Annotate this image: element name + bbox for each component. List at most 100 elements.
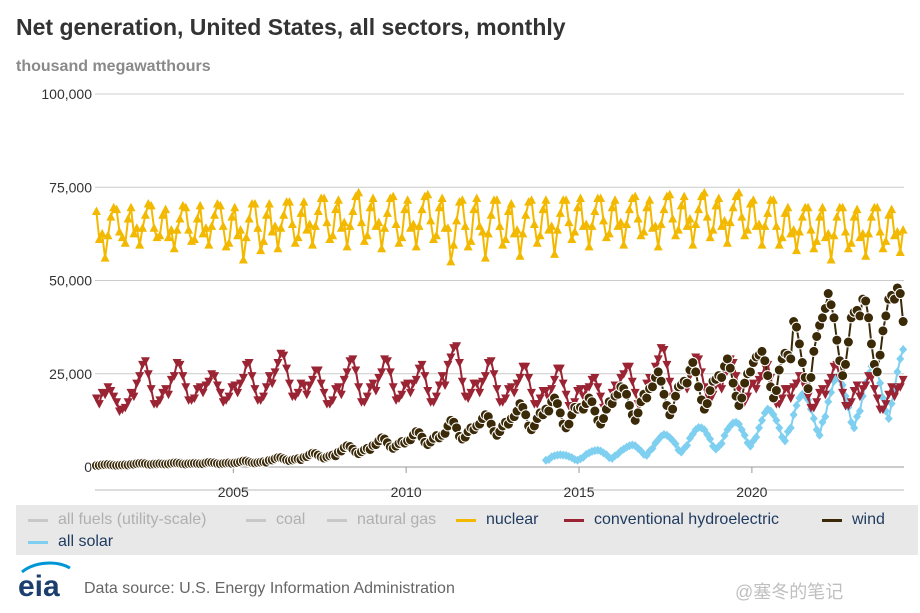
data-point-hydro[interactable] xyxy=(731,372,741,381)
data-point-wind[interactable] xyxy=(658,388,670,400)
data-point-hydro[interactable] xyxy=(792,379,802,389)
data-point-nuclear[interactable] xyxy=(241,232,251,242)
data-point-nuclear[interactable] xyxy=(431,230,441,240)
data-point-nuclear[interactable] xyxy=(374,217,384,227)
data-point-hydro[interactable] xyxy=(489,370,499,379)
data-point-nuclear[interactable] xyxy=(575,193,585,202)
data-point-solar[interactable] xyxy=(781,436,790,446)
data-point-wind[interactable] xyxy=(874,349,886,361)
data-point-hydro[interactable] xyxy=(838,388,848,398)
data-point-nuclear[interactable] xyxy=(284,197,294,206)
data-point-nuclear[interactable] xyxy=(817,202,827,212)
data-point-nuclear[interactable] xyxy=(210,210,220,219)
data-point-nuclear[interactable] xyxy=(296,208,306,217)
data-point-hydro[interactable] xyxy=(112,398,122,407)
data-point-nuclear[interactable] xyxy=(515,251,525,260)
data-point-nuclear[interactable] xyxy=(702,212,712,221)
data-point-wind[interactable] xyxy=(704,385,716,397)
data-point-nuclear[interactable] xyxy=(149,223,159,232)
data-point-hydro[interactable] xyxy=(515,373,525,383)
data-point-nuclear[interactable] xyxy=(708,225,718,234)
data-point-nuclear[interactable] xyxy=(604,228,614,238)
data-point-hydro[interactable] xyxy=(593,383,603,392)
data-point-nuclear[interactable] xyxy=(717,221,727,230)
data-point-nuclear[interactable] xyxy=(567,234,577,243)
data-point-hydro[interactable] xyxy=(650,362,660,372)
data-point-nuclear[interactable] xyxy=(535,230,545,240)
data-point-nuclear[interactable] xyxy=(714,193,724,202)
data-point-nuclear[interactable] xyxy=(688,240,698,249)
data-point-nuclear[interactable] xyxy=(368,193,378,202)
data-point-nuclear[interactable] xyxy=(394,238,404,247)
data-point-hydro[interactable] xyxy=(492,385,502,394)
data-point-solar[interactable] xyxy=(855,406,864,416)
data-point-nuclear[interactable] xyxy=(826,254,836,264)
data-point-wind[interactable] xyxy=(770,385,782,397)
data-point-nuclear[interactable] xyxy=(218,221,228,230)
data-point-hydro[interactable] xyxy=(751,385,761,394)
data-point-nuclear[interactable] xyxy=(584,241,594,251)
legend-item-hydro[interactable]: conventional hydroelectric xyxy=(564,511,779,529)
data-point-nuclear[interactable] xyxy=(388,191,398,201)
data-point-nuclear[interactable] xyxy=(587,221,597,230)
data-point-nuclear[interactable] xyxy=(103,230,113,240)
data-point-solar[interactable] xyxy=(899,345,908,355)
data-point-hydro[interactable] xyxy=(233,388,243,398)
data-point-hydro[interactable] xyxy=(558,379,568,389)
data-point-nuclear[interactable] xyxy=(838,202,848,212)
data-point-nuclear[interactable] xyxy=(671,230,681,240)
data-point-nuclear[interactable] xyxy=(792,245,802,255)
data-point-wind[interactable] xyxy=(759,355,771,367)
data-point-wind[interactable] xyxy=(837,370,849,382)
data-point-hydro[interactable] xyxy=(423,387,433,396)
data-point-nuclear[interactable] xyxy=(538,204,548,214)
data-point-wind[interactable] xyxy=(716,371,728,383)
data-point-nuclear[interactable] xyxy=(146,200,156,210)
data-point-hydro[interactable] xyxy=(803,392,813,402)
data-point-wind[interactable] xyxy=(796,357,808,369)
data-point-nuclear[interactable] xyxy=(94,234,104,243)
data-point-hydro[interactable] xyxy=(299,381,309,390)
data-point-hydro[interactable] xyxy=(247,372,257,381)
data-point-hydro[interactable] xyxy=(662,360,672,370)
data-point-nuclear[interactable] xyxy=(189,234,199,243)
data-point-wind[interactable] xyxy=(543,405,555,417)
data-point-nuclear[interactable] xyxy=(158,210,168,219)
data-point-nuclear[interactable] xyxy=(552,225,562,234)
legend-item-coal[interactable]: coal xyxy=(246,511,305,529)
data-point-nuclear[interactable] xyxy=(114,227,124,236)
data-point-hydro[interactable] xyxy=(371,387,381,396)
data-point-hydro[interactable] xyxy=(212,381,222,390)
data-point-hydro[interactable] xyxy=(431,392,441,402)
data-point-nuclear[interactable] xyxy=(748,195,758,204)
data-point-wind[interactable] xyxy=(825,299,837,311)
data-point-nuclear[interactable] xyxy=(590,206,600,215)
data-point-hydro[interactable] xyxy=(106,387,116,396)
data-point-wind[interactable] xyxy=(756,345,768,357)
data-point-nuclear[interactable] xyxy=(550,249,560,258)
data-point-nuclear[interactable] xyxy=(639,227,649,236)
data-point-wind[interactable] xyxy=(840,358,852,370)
data-point-nuclear[interactable] xyxy=(233,230,243,240)
data-point-hydro[interactable] xyxy=(817,385,827,394)
data-point-nuclear[interactable] xyxy=(711,200,721,210)
data-point-nuclear[interactable] xyxy=(339,217,349,227)
data-point-nuclear[interactable] xyxy=(872,202,882,212)
data-point-nuclear[interactable] xyxy=(356,217,366,227)
data-point-nuclear[interactable] xyxy=(633,213,643,223)
data-point-nuclear[interactable] xyxy=(382,208,392,217)
data-point-nuclear[interactable] xyxy=(645,195,655,204)
data-point-hydro[interactable] xyxy=(596,392,606,402)
data-point-wind[interactable] xyxy=(736,392,748,404)
data-point-solar[interactable] xyxy=(824,397,833,407)
data-point-hydro[interactable] xyxy=(382,357,392,366)
data-point-nuclear[interactable] xyxy=(866,212,876,221)
data-point-nuclear[interactable] xyxy=(302,225,312,234)
data-point-hydro[interactable] xyxy=(135,372,145,381)
data-point-hydro[interactable] xyxy=(308,375,318,385)
data-point-hydro[interactable] xyxy=(590,373,600,383)
data-point-nuclear[interactable] xyxy=(518,228,528,238)
data-point-nuclear[interactable] xyxy=(841,227,851,236)
data-point-nuclear[interactable] xyxy=(120,238,130,247)
data-point-hydro[interactable] xyxy=(146,385,156,394)
